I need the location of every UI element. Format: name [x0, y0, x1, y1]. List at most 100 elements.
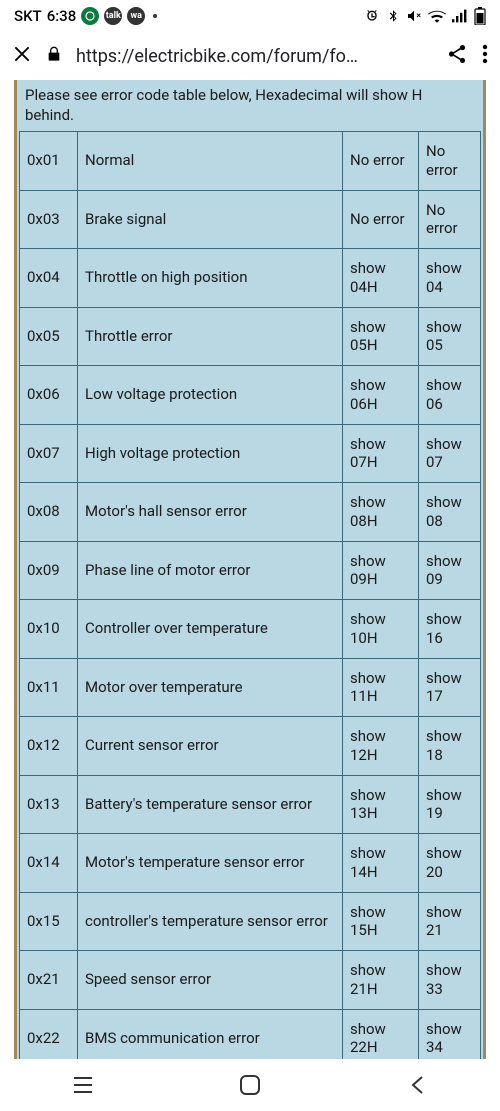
cell-desc: Normal: [78, 132, 343, 191]
cell-code: 0x11: [20, 658, 78, 717]
battery-icon: [474, 7, 486, 25]
status-left: SKT 6:38 talk wa: [14, 7, 157, 25]
bluetooth-icon: [386, 8, 400, 24]
page-content: Please see error code table below, Hexad…: [0, 80, 500, 1059]
recents-button[interactable]: [43, 1076, 123, 1094]
cell-code: 0x15: [20, 892, 78, 951]
cell-c3: show 08H: [343, 483, 419, 542]
cell-desc: Throttle error: [78, 307, 343, 366]
cell-code: 0x12: [20, 717, 78, 776]
cell-c4: show 18: [419, 717, 481, 776]
table-row: 0x12Current sensor errorshow 12Hshow 18: [20, 717, 481, 776]
table-row: 0x13Battery's temperature sensor errorsh…: [20, 775, 481, 834]
more-icon[interactable]: [482, 44, 488, 69]
cell-c4: show 16: [419, 600, 481, 659]
browser-bar: https://electricbike.com/forum/fo…: [0, 32, 500, 80]
cell-c3: show 10H: [343, 600, 419, 659]
cell-c4: show 08: [419, 483, 481, 542]
share-icon[interactable]: [446, 43, 468, 70]
error-code-table: 0x01NormalNo errorNo error0x03Brake sign…: [19, 131, 481, 1059]
table-row: 0x03Brake signalNo errorNo error: [20, 190, 481, 249]
cell-c3: show 07H: [343, 424, 419, 483]
close-icon[interactable]: [12, 42, 32, 70]
table-row: 0x04Throttle on high positionshow 04Hsho…: [20, 249, 481, 308]
table-row: 0x07High voltage protectionshow 07Hshow …: [20, 424, 481, 483]
status-bar: SKT 6:38 talk wa: [0, 0, 500, 32]
cell-code: 0x04: [20, 249, 78, 308]
table-row: 0x05Throttle errorshow 05Hshow 05: [20, 307, 481, 366]
cell-c3: show 21H: [343, 951, 419, 1010]
table-row: 0x22BMS communication errorshow 22Hshow …: [20, 1009, 481, 1059]
volume-mute-icon: [406, 8, 422, 24]
cell-c4: show 17: [419, 658, 481, 717]
home-button[interactable]: [210, 1074, 290, 1096]
table-row: 0x14Motor's temperature sensor errorshow…: [20, 834, 481, 893]
table-row: 0x08Motor's hall sensor errorshow 08Hsho…: [20, 483, 481, 542]
table-row: 0x21Speed sensor errorshow 21Hshow 33: [20, 951, 481, 1010]
wifi-icon: [428, 9, 446, 23]
cell-c4: show 06: [419, 366, 481, 425]
app-badge-icon: [81, 7, 99, 25]
cell-c4: show 05: [419, 307, 481, 366]
cell-c4: show 33: [419, 951, 481, 1010]
cell-c3: show 13H: [343, 775, 419, 834]
cell-desc: Brake signal: [78, 190, 343, 249]
cell-c3: show 05H: [343, 307, 419, 366]
error-code-card: Please see error code table below, Hexad…: [14, 80, 486, 1059]
cell-c4: show 04: [419, 249, 481, 308]
app-badge-icon: wa: [127, 7, 145, 25]
cell-code: 0x10: [20, 600, 78, 659]
cell-desc: Low voltage protection: [78, 366, 343, 425]
intro-text: Please see error code table below, Hexad…: [19, 82, 481, 131]
cell-desc: Throttle on high position: [78, 249, 343, 308]
cell-desc: Battery's temperature sensor error: [78, 775, 343, 834]
cell-c3: show 22H: [343, 1009, 419, 1059]
cell-c3: show 14H: [343, 834, 419, 893]
table-row: 0x15controller's temperature sensor erro…: [20, 892, 481, 951]
url-text[interactable]: https://electricbike.com/forum/fo…: [76, 46, 432, 67]
back-button[interactable]: [377, 1074, 457, 1096]
cell-c4: show 21: [419, 892, 481, 951]
status-right: [364, 7, 486, 25]
lock-icon: [46, 45, 62, 68]
signal-icon: [452, 9, 468, 23]
cell-code: 0x21: [20, 951, 78, 1010]
carrier-label: SKT: [14, 7, 42, 25]
cell-c4: No error: [419, 132, 481, 191]
cell-desc: controller's temperature sensor error: [78, 892, 343, 951]
cell-code: 0x05: [20, 307, 78, 366]
cell-desc: Controller over temperature: [78, 600, 343, 659]
cell-code: 0x01: [20, 132, 78, 191]
cell-code: 0x08: [20, 483, 78, 542]
cell-code: 0x03: [20, 190, 78, 249]
cell-code: 0x09: [20, 541, 78, 600]
cell-c4: show 09: [419, 541, 481, 600]
cell-c4: show 07: [419, 424, 481, 483]
app-badge-icon: talk: [104, 7, 122, 25]
cell-c3: show 06H: [343, 366, 419, 425]
clock-label: 6:38: [47, 7, 77, 25]
cell-desc: High voltage protection: [78, 424, 343, 483]
cell-code: 0x13: [20, 775, 78, 834]
system-nav-bar: [0, 1059, 500, 1111]
cell-desc: Motor over temperature: [78, 658, 343, 717]
cell-c4: show 19: [419, 775, 481, 834]
cell-c4: show 34: [419, 1009, 481, 1059]
cell-desc: BMS communication error: [78, 1009, 343, 1059]
table-row: 0x11Motor over temperatureshow 11Hshow 1…: [20, 658, 481, 717]
cell-c3: show 12H: [343, 717, 419, 776]
alarm-icon: [364, 8, 380, 24]
table-row: 0x06Low voltage protectionshow 06Hshow 0…: [20, 366, 481, 425]
table-row: 0x09Phase line of motor errorshow 09Hsho…: [20, 541, 481, 600]
cell-desc: Motor's temperature sensor error: [78, 834, 343, 893]
cell-desc: Speed sensor error: [78, 951, 343, 1010]
cell-desc: Motor's hall sensor error: [78, 483, 343, 542]
cell-code: 0x07: [20, 424, 78, 483]
cell-code: 0x14: [20, 834, 78, 893]
more-indicator-icon: [153, 14, 157, 18]
cell-c3: show 15H: [343, 892, 419, 951]
cell-code: 0x22: [20, 1009, 78, 1059]
cell-c4: show 20: [419, 834, 481, 893]
cell-c3: No error: [343, 190, 419, 249]
cell-desc: Phase line of motor error: [78, 541, 343, 600]
